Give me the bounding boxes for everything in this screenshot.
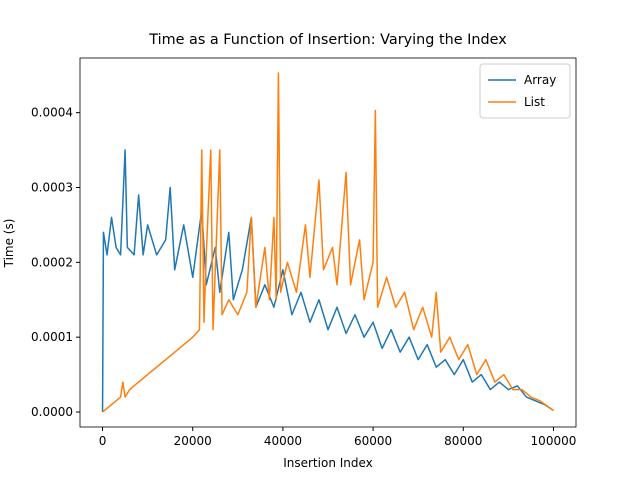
chart-title: Time as a Function of Insertion: Varying…	[148, 32, 507, 48]
series-line	[102, 72, 554, 413]
x-axis-label: Insertion Index	[283, 456, 373, 470]
x-tick-label: 0	[99, 434, 107, 448]
x-tick-label: 20000	[174, 434, 212, 448]
y-axis-label: Time (s)	[2, 219, 16, 269]
y-tick-label: 0.0000	[31, 405, 73, 419]
legend-box	[479, 63, 571, 119]
x-tick-label: 60000	[354, 434, 392, 448]
y-tick-label: 0.0001	[31, 330, 73, 344]
series-line	[101, 149, 554, 413]
y-tick-label: 0.0003	[31, 180, 73, 194]
x-tick-label: 80000	[444, 434, 482, 448]
legend-label: Array	[524, 73, 556, 87]
x-tick-label: 40000	[264, 434, 302, 448]
legend-label: List	[524, 95, 545, 109]
y-tick-label: 0.0004	[31, 106, 73, 120]
x-tick-label: 100000	[531, 434, 577, 448]
y-tick-label: 0.0002	[31, 255, 73, 269]
plot-frame	[79, 57, 577, 428]
